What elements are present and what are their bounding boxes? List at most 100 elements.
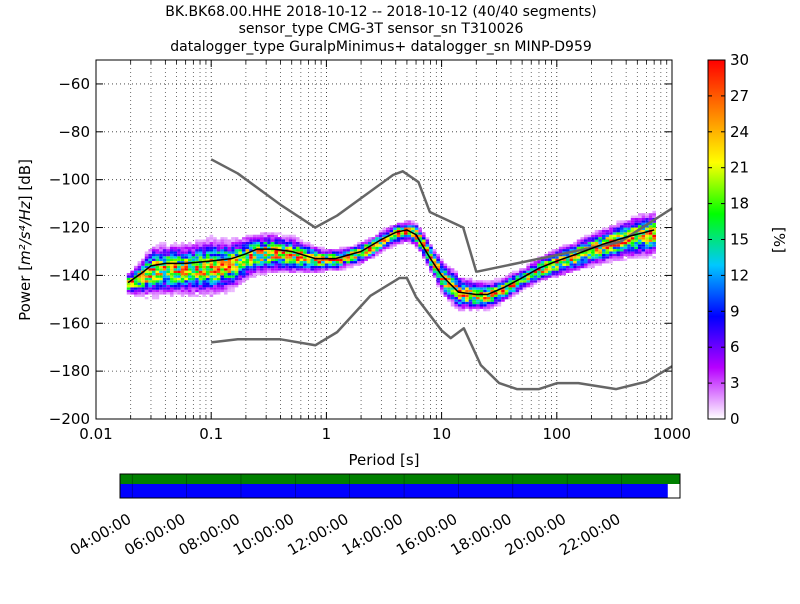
- histogram-cell: [180, 294, 185, 297]
- histogram-cell: [267, 249, 271, 252]
- y-tick-label: −80: [58, 123, 90, 141]
- histogram-cell: [220, 289, 224, 293]
- histogram-cell: [407, 234, 412, 238]
- histogram-cell: [256, 251, 260, 254]
- histogram-cell: [267, 244, 271, 247]
- histogram-cell: [234, 273, 239, 276]
- histogram-cell: [234, 246, 239, 250]
- histogram-cell: [443, 292, 448, 295]
- histogram-cell: [277, 251, 282, 254]
- histogram-cell: [231, 289, 235, 293]
- histogram-cell: [249, 241, 253, 245]
- histogram-cell: [281, 241, 286, 245]
- histogram-cell: [299, 246, 304, 250]
- histogram-cell: [195, 265, 199, 269]
- histogram-cell: [259, 232, 264, 235]
- histogram-cell: [249, 251, 253, 254]
- histogram-cell: [439, 292, 444, 295]
- histogram-cell: [583, 251, 588, 254]
- histogram-cell: [450, 268, 455, 271]
- histogram-cell: [238, 265, 242, 269]
- histogram-cell: [256, 246, 260, 250]
- histogram-cell: [241, 261, 246, 264]
- histogram-cell: [537, 263, 541, 266]
- histogram-cell: [389, 232, 394, 235]
- histogram-cell: [558, 273, 563, 276]
- histogram-cell: [519, 280, 523, 283]
- histogram-cell: [281, 268, 286, 271]
- histogram-cell: [432, 258, 437, 262]
- histogram-cell: [637, 222, 642, 226]
- histogram-cell: [447, 289, 451, 293]
- histogram-cell: [231, 265, 235, 269]
- histogram-cell: [231, 273, 235, 276]
- histogram-cell: [393, 229, 397, 233]
- histogram-cell: [573, 261, 577, 264]
- histogram-cell: [162, 258, 167, 262]
- histogram-cell: [241, 280, 246, 283]
- histogram-cell: [321, 265, 325, 269]
- histogram-cell: [180, 253, 185, 257]
- histogram-cell: [630, 239, 635, 242]
- histogram-cell: [454, 270, 458, 274]
- histogram-cell: [285, 265, 289, 269]
- histogram-cell: [349, 263, 354, 266]
- histogram-cell: [612, 253, 617, 257]
- histogram-cell: [511, 275, 516, 278]
- histogram-cell: [447, 265, 451, 269]
- histogram-cell: [205, 241, 210, 245]
- histogram-cell: [213, 284, 217, 288]
- histogram-cell: [450, 270, 455, 274]
- histogram-cell: [216, 239, 221, 242]
- histogram-cell: [177, 265, 181, 269]
- histogram-cell: [313, 256, 318, 259]
- histogram-cell: [274, 246, 278, 250]
- histogram-cell: [378, 234, 383, 238]
- histogram-cell: [162, 251, 167, 254]
- histogram-cell: [576, 246, 581, 250]
- histogram-cell: [342, 246, 347, 250]
- histogram-cell: [353, 261, 358, 264]
- histogram-cell: [169, 292, 174, 295]
- histogram-cell: [504, 296, 509, 300]
- y-tick-label: −180: [49, 362, 90, 380]
- histogram-cell: [177, 292, 181, 295]
- histogram-cell: [403, 239, 408, 242]
- histogram-cell: [141, 287, 145, 290]
- histogram-cell: [519, 275, 523, 278]
- histogram-cell: [645, 239, 649, 242]
- histogram-cell: [648, 244, 653, 247]
- histogram-cell: [562, 258, 566, 262]
- histogram-cell: [234, 270, 239, 274]
- histogram-cell: [234, 258, 239, 262]
- histogram-cell: [569, 270, 574, 274]
- histogram-cell: [634, 239, 638, 242]
- histogram-cell: [562, 268, 566, 271]
- histogram-cell: [184, 284, 188, 288]
- histogram-cell: [562, 265, 566, 269]
- histogram-cell: [281, 244, 286, 247]
- histogram-cell: [306, 268, 311, 271]
- histogram-cell: [371, 251, 376, 254]
- histogram-cell: [213, 275, 217, 278]
- histogram-cell: [497, 304, 502, 307]
- histogram-cell: [180, 263, 185, 266]
- histogram-cell: [403, 237, 408, 240]
- histogram-cell: [389, 246, 394, 250]
- histogram-cell: [184, 277, 188, 281]
- histogram-cell: [191, 263, 196, 266]
- histogram-cell: [144, 265, 149, 269]
- histogram-cell: [277, 265, 282, 269]
- histogram-cell: [357, 246, 361, 250]
- histogram-cell: [497, 294, 502, 297]
- histogram-cell: [198, 275, 203, 278]
- histogram-cell: [220, 280, 224, 283]
- histogram-cell: [195, 294, 199, 297]
- histogram-cell: [198, 282, 203, 285]
- histogram-cell: [425, 261, 430, 264]
- histogram-cell: [594, 256, 599, 259]
- histogram-cell: [209, 234, 214, 238]
- histogram-cell: [220, 263, 224, 266]
- histogram-cell: [371, 244, 376, 247]
- histogram-cell: [486, 280, 491, 283]
